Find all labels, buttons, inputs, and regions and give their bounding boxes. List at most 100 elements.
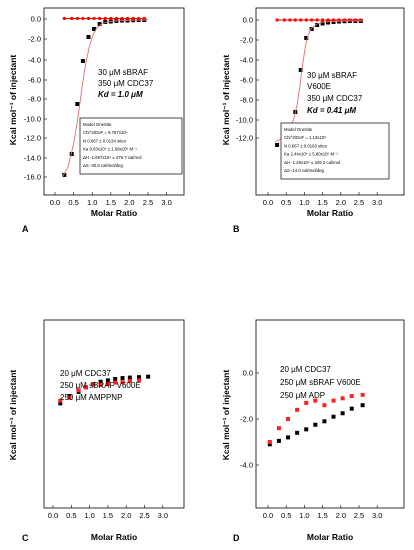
- panel-d-red-point: [322, 403, 327, 408]
- panel-a-label: A: [22, 224, 29, 234]
- panel-c-red-point: [76, 388, 81, 393]
- panel-a-heats-point: [62, 173, 67, 177]
- panel-b-annotation: 350 μM CDC37: [307, 94, 363, 103]
- panel-d-red-point: [304, 400, 309, 405]
- panel-d-label: D: [233, 533, 240, 543]
- panel-d-black-point: [276, 438, 281, 443]
- panel-b-heats-point: [326, 20, 331, 25]
- panel-a-x-tick-label: 1.0: [87, 198, 97, 207]
- panel-a-baseline-point: [75, 16, 79, 21]
- panel-a-heats-point: [75, 102, 80, 106]
- panel-d-black-point: [340, 411, 345, 416]
- panel-a-y-tick-label: -8.0: [28, 95, 41, 104]
- panel-a-heats-point: [97, 22, 102, 26]
- panel-d-y-axis-label: Kcal mol⁻¹ of injectant: [221, 370, 231, 461]
- panel-a-baseline-point: [86, 16, 91, 21]
- panel-c-annotation: 20 μM CDC37: [60, 369, 111, 378]
- panel-a-y-tick-label: -10.0: [24, 115, 41, 124]
- panel-d-y-tick-label: -2.0: [240, 415, 253, 424]
- panel-d-black-point: [331, 414, 336, 419]
- panel-a-x-tick-label: 0.5: [68, 198, 78, 207]
- panel-d-black-point: [349, 406, 354, 411]
- panel-a-y-tick-label: -12.0: [24, 134, 41, 143]
- panel-b-heats-point: [315, 23, 320, 27]
- panel-a-frame: [43, 7, 185, 196]
- panel-b-baseline-point: [282, 18, 286, 22]
- panel-d-black-point: [286, 435, 291, 440]
- panel-a-y-tick-label: -14.0: [24, 154, 41, 163]
- panel-b-y-tick-label: 0.0: [243, 16, 253, 25]
- panel-a-fit-line: ΔH -1.697x10⁴ ± 479.7 cal/mol: [83, 155, 141, 160]
- panel-a-x-tick-label: 2.0: [124, 198, 134, 207]
- panel-a-annotation: 30 μM sBRAF: [98, 68, 148, 77]
- panel-a-baseline-point: [114, 16, 118, 21]
- panel-c-red-point: [105, 382, 110, 387]
- panel-a-baseline-point: [62, 16, 66, 21]
- panel-b-fit-line: ΔH -1.26x10⁴ ± 349.2 cal/mol: [284, 160, 340, 165]
- panel-a-x-tick-label: 3.0: [161, 198, 171, 207]
- panel-c-red-point: [67, 395, 72, 400]
- panel-d-x-tick-label: 2.5: [354, 511, 364, 520]
- panel-a-x-tick-label: 2.5: [143, 198, 153, 207]
- panel-b-baseline-point: [326, 18, 330, 22]
- panel-b-baseline-point: [331, 18, 336, 22]
- panel-d-black-point: [295, 430, 300, 435]
- panel-c-black-point: [98, 379, 103, 384]
- panel-a-fit-line: Ka 9.63x10⁵ ± 1.69x10⁵ M⁻¹: [83, 147, 137, 152]
- panel-c-black-point: [127, 375, 132, 380]
- panel-b-x-tick-label: 2.0: [336, 198, 346, 207]
- panel-d-x-tick-label: 1.0: [299, 511, 309, 520]
- panel-c-black-point: [113, 376, 118, 381]
- panel-b-fit-line: Chi^2/DoF = 1.13x10⁵: [284, 135, 326, 140]
- panel-d-x-tick-label: 3.0: [372, 511, 382, 520]
- panel-b-y-tick-label: -8.0: [240, 96, 253, 105]
- panel-b-annotation: V600E: [307, 82, 331, 91]
- panel-b-heats-point: [309, 27, 314, 31]
- panel-a-y-tick-label: -6.0: [28, 76, 41, 85]
- panel-d-annotation: 20 μM CDC37: [280, 365, 331, 374]
- panel-c-annotation: 250 μM AMPPNP: [60, 393, 122, 402]
- panel-c-x-tick-label: 3.0: [158, 511, 168, 520]
- panel-c-red-point: [113, 380, 118, 385]
- panel-c-black-point: [120, 376, 125, 381]
- panel-b-fit-box: [280, 122, 390, 180]
- panel-b-y-tick-label: -10.0: [236, 116, 253, 125]
- panel-b-y-tick-label: -6.0: [240, 76, 253, 85]
- panel-a-heats-point: [92, 27, 97, 31]
- panel-a-fit-box: [79, 117, 183, 175]
- panel-b-heats-point: [298, 68, 303, 72]
- panel-d-red-point: [295, 407, 300, 412]
- panel-c-red-point: [83, 385, 88, 390]
- panel-a-y-tick-label: -16.0: [24, 173, 41, 182]
- panel-d-annotation: 250 μM sBRAF V600E: [280, 378, 361, 387]
- panel-d-y-tick-label: 0.0: [243, 369, 253, 378]
- panel-c-red-point: [98, 382, 103, 387]
- panel-c-black-point: [137, 375, 142, 380]
- panel-a-fit-line: N 0.667 ± 0.0134 sites: [83, 138, 126, 143]
- panel-a-fit-line: ΔS -30.5 cal/mol/deg: [83, 163, 124, 168]
- panel-a-y-tick-label: -2.0: [28, 35, 41, 44]
- panel-b-annotation: Kd = 0.41 μM: [307, 106, 356, 115]
- panel-d-frame: [255, 319, 405, 509]
- panel-b-frame: [255, 7, 405, 196]
- panel-d-black-point: [267, 442, 272, 447]
- panel-d-black-point: [322, 419, 327, 424]
- panel-b-baseline-point: [288, 18, 292, 22]
- panel-d-black-point: [360, 403, 365, 408]
- panel-d-red-point: [331, 398, 336, 403]
- panel-a-fit-line: Chi^2/DoF = 9.757x10⁴: [83, 130, 128, 135]
- panel-d-red-point: [340, 396, 345, 401]
- panel-b-y-tick-label: -2.0: [240, 36, 253, 45]
- panel-b-x-axis-label: Molar Ratio: [307, 208, 353, 218]
- panel-c-annotation: 250 μM sBRAF V600E: [60, 381, 141, 390]
- panel-b-label: B: [233, 224, 240, 234]
- panel-b-x-tick-label: 1.5: [317, 198, 327, 207]
- panel-c-label: C: [22, 533, 29, 543]
- panel-d-annotation: 250 μM ADP: [280, 391, 325, 400]
- panel-a-baseline-point: [92, 16, 96, 21]
- panel-a-x-tick-label: 1.5: [106, 198, 116, 207]
- panel-b-fit-line: ΔS -14.0 cal/mol/deg: [284, 168, 325, 173]
- panel-c-red-point: [137, 378, 142, 383]
- panel-a-annotation: 350 μM CDC37: [98, 79, 154, 88]
